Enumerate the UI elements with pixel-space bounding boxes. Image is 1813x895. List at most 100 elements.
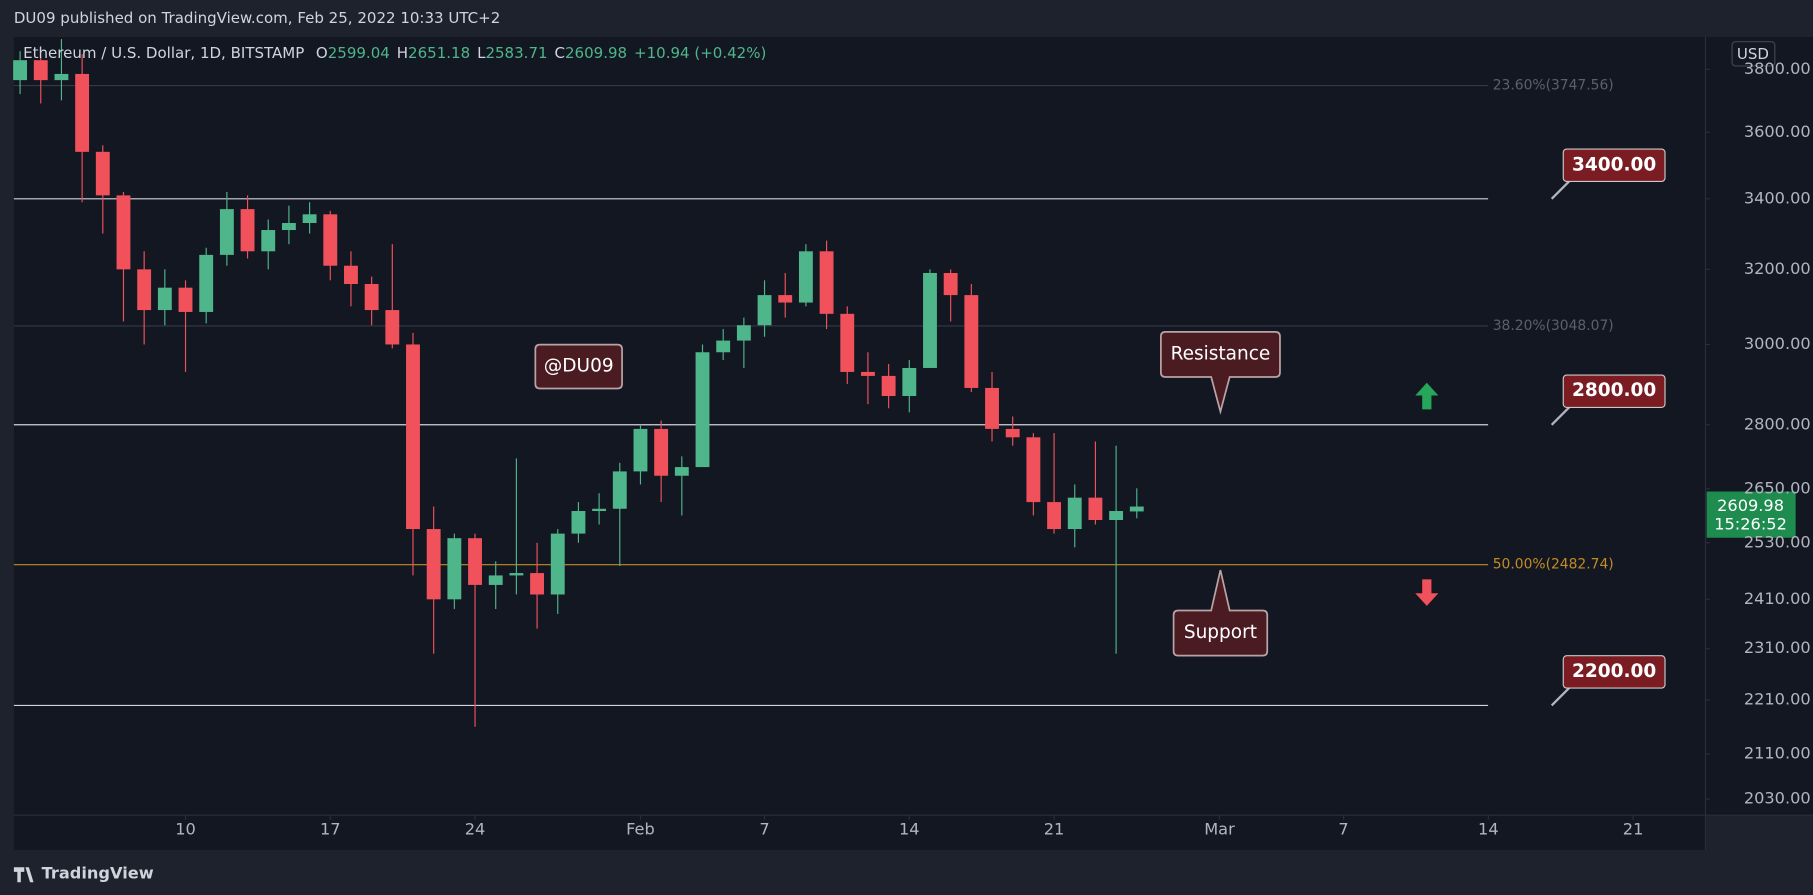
candle-body <box>1088 497 1103 520</box>
callout <box>1172 569 1269 657</box>
x-tick-label: 14 <box>899 820 920 839</box>
brand: TradingView <box>13 864 154 883</box>
candle-body <box>819 251 834 314</box>
candle-body <box>695 352 710 468</box>
candle-body <box>199 254 214 312</box>
candle-body <box>985 387 999 429</box>
y-axis-area <box>1705 37 1813 816</box>
currency-box <box>1731 41 1776 67</box>
candle-body <box>633 428 648 472</box>
y-tick-label: 2030.00 <box>1744 789 1811 808</box>
candle-body <box>1026 437 1041 503</box>
legend: Ethereum / U.S. Dollar, 1D, BITSTAMP O259… <box>23 44 766 62</box>
change: +10.94 (+0.42%) <box>634 44 766 62</box>
x-tick-label: 10 <box>175 820 196 839</box>
x-tick-label: 21 <box>1044 820 1065 839</box>
x-tick-label: Feb <box>626 820 655 839</box>
x-tick-label: 7 <box>1338 820 1348 839</box>
last-price: 2609.98 <box>1717 496 1784 515</box>
y-tick-label: 3800.00 <box>1744 59 1811 78</box>
candle-body <box>323 214 338 266</box>
candle-body <box>1109 511 1124 520</box>
candle-body <box>54 73 69 81</box>
candle-body <box>240 209 255 252</box>
up-arrow <box>1415 382 1439 410</box>
candle-body <box>716 340 731 353</box>
y-tick-label: 2410.00 <box>1744 589 1811 608</box>
callout-text: @DU09 <box>544 356 614 377</box>
candle-body <box>861 371 875 376</box>
ohlc-prefix: L <box>477 44 486 62</box>
level-badge <box>1562 148 1666 183</box>
x-tick-label: 7 <box>759 820 769 839</box>
candle-body <box>406 344 420 530</box>
plot-area <box>13 37 1706 816</box>
candle-body <box>530 573 545 595</box>
y-tick-label: 2800.00 <box>1744 414 1811 433</box>
lines: 23.60%(3747.56) 38.20%(3048.07) 50.00%(248… <box>13 68 1711 820</box>
candle-body <box>137 269 152 311</box>
candle-body <box>344 265 358 284</box>
ohlc-value: 2583.71 <box>485 44 547 62</box>
level-label: 3400.00 <box>1572 154 1656 175</box>
y-tick-label: 3000.00 <box>1744 334 1811 353</box>
candle-body <box>654 428 669 476</box>
fib-label: 38.20%(3048.07) <box>1493 318 1614 334</box>
logo <box>13 867 34 883</box>
level-label: 2800.00 <box>1572 380 1656 401</box>
level-leader <box>1550 686 1572 707</box>
candle-body <box>612 471 627 509</box>
candle-body <box>75 73 90 152</box>
ohlc-value: 2609.98 <box>565 44 627 62</box>
y-tick-label: 3400.00 <box>1744 188 1811 207</box>
candle-body <box>1067 497 1082 530</box>
candle-body <box>1005 428 1020 438</box>
legend-title: Ethereum / U.S. Dollar, 1D, BITSTAMP <box>23 44 304 62</box>
ohlc-prefix: H <box>397 44 408 62</box>
candle-body <box>385 310 400 345</box>
ohlc-value: 2599.04 <box>328 44 390 62</box>
candle-body <box>281 223 296 231</box>
y-tick-label: 3200.00 <box>1744 259 1811 278</box>
candle-body <box>592 508 607 512</box>
candle-body <box>902 367 917 397</box>
publish-header: DU09 published on TradingView.com, Feb 2… <box>14 9 500 27</box>
fib-label: 23.60%(3747.56) <box>1493 78 1614 94</box>
level-label: 2200.00 <box>1572 661 1656 682</box>
currency: USD <box>1737 45 1769 63</box>
level-leader <box>1550 405 1572 426</box>
ohlc-prefix: C <box>554 44 565 62</box>
ohlc-value: 2651.18 <box>408 44 470 62</box>
candle-body <box>364 283 379 311</box>
overlays: 3400.00 2800.00 2200.00 @DU09 Resistance Supp… <box>534 41 1796 707</box>
candle-body <box>798 251 813 303</box>
x-tick-label: 24 <box>465 820 486 839</box>
level-badge <box>1562 374 1666 408</box>
x-tick-label: 17 <box>320 820 341 839</box>
candle-body <box>302 214 317 224</box>
candle-body <box>116 195 131 270</box>
candle-body <box>13 60 28 81</box>
candle-body <box>881 375 896 397</box>
down-arrow <box>1415 579 1439 606</box>
ohlc-prefix: O <box>316 44 328 62</box>
candle-body <box>468 538 482 585</box>
candle-body <box>426 529 441 600</box>
candle-body <box>178 287 193 312</box>
y-tick-label: 2650.00 <box>1744 478 1811 497</box>
candle-body <box>840 313 855 372</box>
candle-body <box>447 538 462 600</box>
y-tick-label: 2530.00 <box>1744 532 1811 551</box>
x-tick-label: Mar <box>1204 820 1235 839</box>
candle-body <box>923 272 937 368</box>
candle-body <box>674 467 689 476</box>
callout <box>534 343 623 390</box>
callout-text: Resistance <box>1171 343 1271 364</box>
candle-body <box>736 325 751 341</box>
y-tick-label: 2110.00 <box>1744 744 1811 763</box>
y-tick-label: 3600.00 <box>1744 122 1811 141</box>
x-tick-label: 14 <box>1478 820 1499 839</box>
candle-body <box>943 272 958 296</box>
